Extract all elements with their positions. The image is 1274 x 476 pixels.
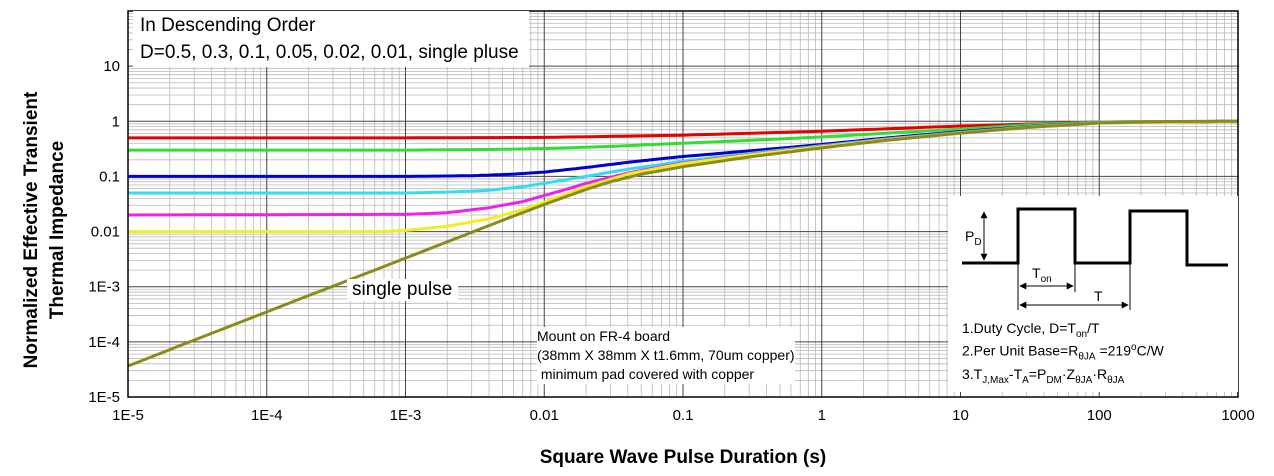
series-lines (127, 119, 1239, 368)
x-tick-labels: 1E-5 1E-4 1E-3 0.01 0.1 1 10 100 1000 (112, 407, 1255, 424)
legend-duty-list: D=0.5, 0.3, 0.1, 0.05, 0.02, 0.01, singl… (140, 42, 519, 63)
duty-cycle-inset: PD Ton T 1.Duty Cycle, D=Ton/T 2.Per Uni… (948, 196, 1238, 392)
x-tick-label: 0.01 (530, 407, 559, 424)
y-axis-label-line-2: Thermal Impedance (47, 140, 68, 320)
y-tick-label: 0.01 (91, 224, 120, 241)
y-tick-label: 10 (103, 58, 120, 75)
pd-label: PD (965, 228, 982, 248)
x-tick-label: 1E-5 (112, 407, 144, 424)
y-tick-label: 1E-5 (88, 389, 120, 406)
pulse-waveform-diagram: PD Ton T (962, 207, 1228, 310)
mount-note-line-1: Mount on FR-4 board (537, 328, 671, 344)
y-axis-label-area: Normalized Effective Transient Thermal I… (0, 0, 90, 476)
inset-note-unit-base: 2.Per Unit Base=RθJA =219oC/W (962, 342, 1164, 363)
x-axis-label: Square Wave Pulse Duration (s) (539, 447, 827, 468)
series-line-single-pulse (127, 119, 1238, 368)
y-tick-labels: 10 1 0.1 0.01 1E-3 1E-4 1E-5 (88, 58, 120, 406)
inset-note-duty-cycle: 1.Duty Cycle, D=Ton/T (962, 320, 1100, 340)
y-axis-label: Normalized Effective Transient Thermal I… (19, 92, 71, 369)
period-label: T (1094, 288, 1103, 304)
x-tick-label: 10 (952, 407, 969, 424)
y-tick-label: 1 (112, 113, 120, 130)
single-pulse-label: single pulse (347, 279, 459, 301)
mount-note-line-3: minimum pad covered with copper (537, 366, 755, 382)
x-tick-label: 100 (1087, 407, 1112, 424)
y-tick-label: 0.1 (99, 168, 120, 185)
y-tick-label: 1E-3 (88, 279, 120, 296)
x-tick-label: 1E-3 (390, 407, 422, 424)
x-tick-label: 1 (818, 407, 826, 424)
series-line-d-0-3 (128, 119, 1238, 152)
pulse-waveform (962, 207, 1228, 267)
legend-box: In Descending Order D=0.5, 0.3, 0.1, 0.0… (133, 11, 529, 67)
ton-label: Ton (1032, 265, 1052, 285)
mount-note-line-2: (38mm X 38mm X t1.6mm, 70um copper) (537, 347, 795, 363)
plot-frame (127, 10, 1239, 398)
legend-title: In Descending Order (140, 15, 316, 36)
y-tick-label: 1E-4 (88, 334, 120, 351)
x-tick-label: 0.1 (673, 407, 694, 424)
inset-note-junction-temp: 3.TJ,Max-TA=PDM·ZθJA·RθJA (962, 366, 1125, 386)
y-axis-label-line-1: Normalized Effective Transient (21, 91, 42, 369)
x-tick-label: 1E-4 (251, 407, 283, 424)
mount-note: Mount on FR-4 board (38mm X 38mm X t1.6m… (537, 327, 795, 384)
x-tick-label: 1000 (1221, 407, 1254, 424)
